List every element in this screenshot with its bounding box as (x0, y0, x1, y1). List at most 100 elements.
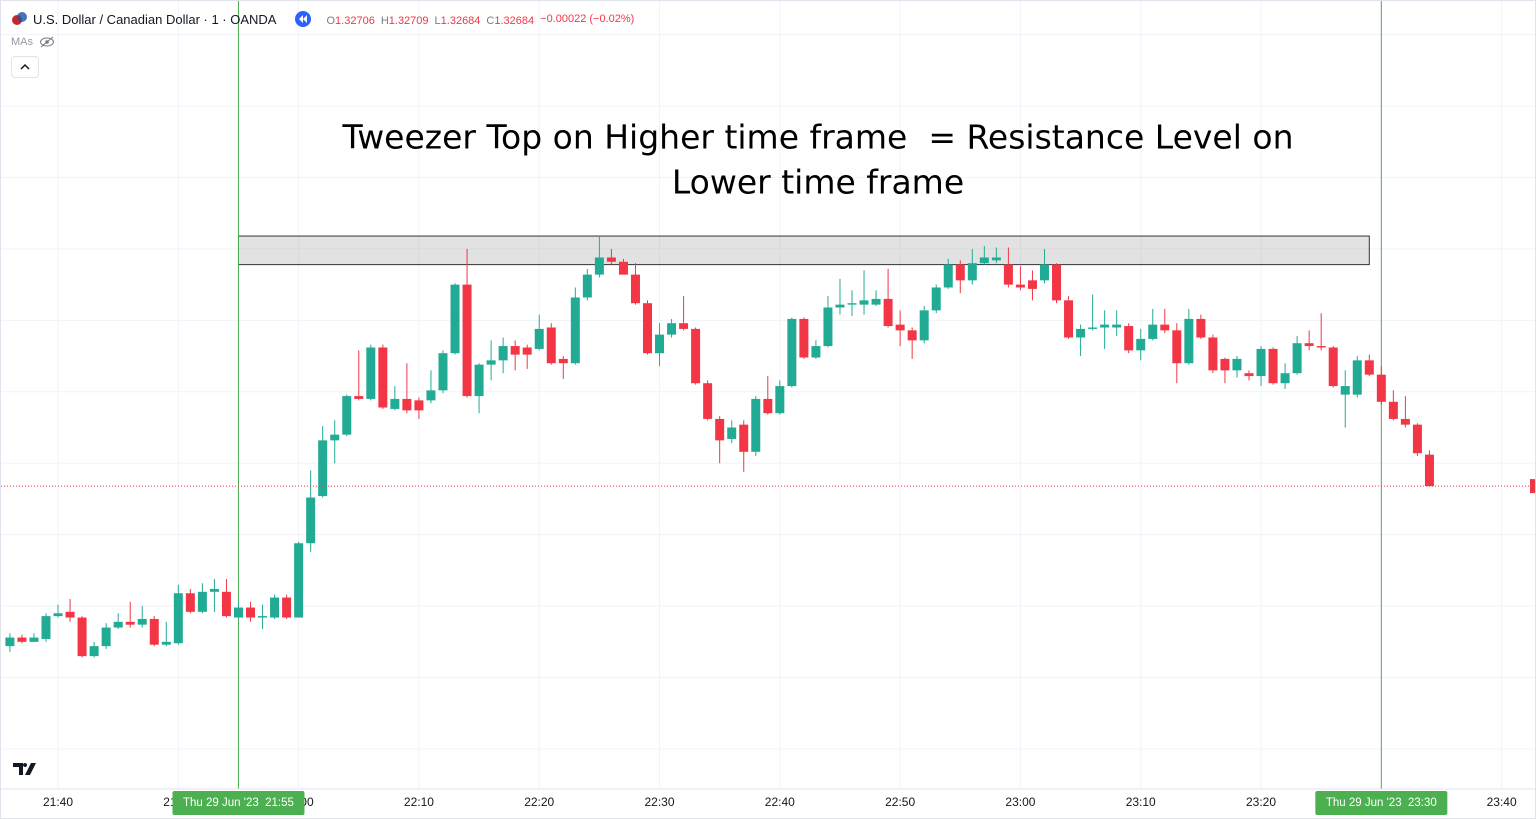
candle-body (402, 398, 412, 411)
candle-body (1148, 324, 1158, 339)
candle-body (5, 637, 15, 647)
candle-body (655, 334, 665, 354)
candle-body (871, 298, 881, 305)
candle-body (1039, 264, 1049, 281)
candle-body (1076, 328, 1086, 338)
x-tick-label: 22:50 (885, 795, 915, 809)
candle-body (1160, 324, 1170, 331)
candle-body (582, 274, 592, 298)
candle-body (895, 324, 905, 331)
candle-body (1340, 386, 1350, 395)
symbol-title[interactable]: U.S. Dollar / Canadian Dollar · 1 · OAND… (33, 11, 277, 27)
candle-body (907, 330, 917, 341)
candle-body (1124, 326, 1134, 351)
candle-body (354, 396, 364, 399)
ohlc-value: 1.32706 (335, 14, 375, 27)
x-tick-label: 23:10 (1126, 795, 1156, 809)
candle-body (835, 304, 845, 308)
caret-icon (20, 63, 30, 70)
x-tick-label: 23:00 (1005, 795, 1035, 809)
legend: U.S. Dollar / Canadian Dollar · 1 · OAND… (11, 10, 634, 28)
candle-body (667, 323, 677, 335)
indicator-name[interactable]: MAs (11, 36, 33, 48)
candle-body (991, 257, 1001, 261)
candle-body (438, 353, 448, 391)
candle-body (1268, 348, 1278, 384)
candle-body (546, 327, 556, 364)
candle-body (486, 360, 496, 365)
x-tick-label: 22:10 (404, 795, 434, 809)
candle-body (426, 390, 436, 401)
annotation-text: Tweezer Top on Higher time frame = Resis… (342, 118, 1294, 157)
candle-body (1052, 264, 1062, 301)
candle-body (859, 300, 869, 305)
candle-body (570, 297, 580, 364)
candle-body (919, 310, 929, 341)
x-tick-label: 23:40 (1487, 795, 1517, 809)
candle-body (282, 597, 292, 618)
crosshair-tag (1315, 791, 1448, 815)
candle-body (606, 257, 616, 262)
replay-icon[interactable] (294, 10, 312, 28)
x-tick-label: 22:20 (524, 795, 554, 809)
candle-body (1015, 284, 1025, 288)
candle-body (691, 328, 701, 384)
candle-body (1328, 347, 1338, 387)
candle-body (811, 346, 821, 358)
candle-body (378, 347, 388, 408)
candle-body (630, 274, 640, 304)
ohlc-label: O (326, 14, 336, 27)
symbol-icon (12, 12, 27, 25)
ohlc-label: L (434, 14, 441, 27)
candle-body (125, 621, 135, 625)
candle-body (799, 318, 809, 358)
candle-body (330, 434, 340, 441)
candle-body (1112, 324, 1122, 328)
candle-body (65, 611, 75, 618)
candle-body (1304, 343, 1314, 347)
candle-body (101, 627, 111, 647)
candle-body (703, 383, 713, 419)
candle-body (1184, 318, 1194, 364)
candle-body (1280, 373, 1290, 384)
candle-body (931, 287, 941, 311)
candle-body (41, 616, 51, 639)
candle-body (390, 398, 400, 409)
candle-body (739, 424, 749, 452)
candle-body (197, 591, 207, 612)
candle-body (318, 440, 328, 497)
candle-body (1364, 360, 1374, 375)
candle-body (246, 607, 256, 618)
x-tick-label: 22:40 (765, 795, 795, 809)
x-tick-label: 23:20 (1246, 795, 1276, 809)
candle-body (1256, 348, 1266, 377)
collapse-button[interactable] (11, 56, 39, 78)
candle-body (294, 543, 304, 618)
candle-body (679, 323, 689, 329)
candle-body (1388, 401, 1398, 419)
candle-body (1316, 346, 1326, 348)
crosshair-label: Thu 29 Jun '23 21:55 (183, 797, 294, 809)
candle-body (1172, 330, 1182, 364)
candle-body (967, 263, 977, 281)
candle-body (775, 386, 785, 414)
candle-body (270, 597, 280, 618)
candle-body (642, 303, 652, 354)
candle-body (979, 257, 989, 264)
candle-body (1136, 338, 1146, 351)
candle-body (342, 396, 352, 435)
candle-body (787, 318, 797, 387)
hidden-eye-icon[interactable] (39, 36, 55, 48)
candle-body (137, 618, 147, 625)
crosshair-label: Thu 29 Jun '23 23:30 (1326, 797, 1437, 809)
candle-body (1232, 358, 1242, 371)
candle-body (1208, 337, 1218, 371)
crosshair-tag (172, 791, 305, 815)
x-tick-label: 22:30 (645, 795, 675, 809)
ohlc-value: 1.32684 (494, 14, 535, 27)
indicator-row: MAs (11, 36, 55, 48)
candle-body (366, 347, 376, 399)
candle-body (1088, 327, 1098, 329)
candle-body (1352, 360, 1362, 395)
